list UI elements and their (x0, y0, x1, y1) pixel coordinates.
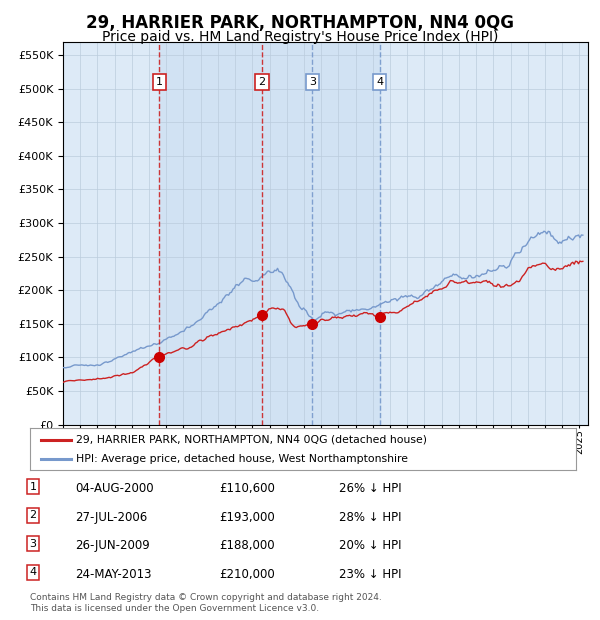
Text: Contains HM Land Registry data © Crown copyright and database right 2024.
This d: Contains HM Land Registry data © Crown c… (30, 593, 382, 613)
Text: 1: 1 (29, 482, 37, 492)
Text: Price paid vs. HM Land Registry's House Price Index (HPI): Price paid vs. HM Land Registry's House … (102, 30, 498, 44)
Bar (159, 42, 380, 425)
Text: £188,000: £188,000 (219, 539, 275, 552)
Text: HPI: Average price, detached house, West Northamptonshire: HPI: Average price, detached house, West… (76, 454, 409, 464)
Text: 29, HARRIER PARK, NORTHAMPTON, NN4 0QG (detached house): 29, HARRIER PARK, NORTHAMPTON, NN4 0QG (… (76, 435, 427, 445)
Text: 26% ↓ HPI: 26% ↓ HPI (339, 482, 401, 495)
Text: 04-AUG-2000: 04-AUG-2000 (75, 482, 154, 495)
Text: £193,000: £193,000 (219, 511, 275, 524)
Text: 4: 4 (376, 77, 383, 87)
Text: 2: 2 (29, 510, 37, 520)
Text: £110,600: £110,600 (219, 482, 275, 495)
Text: £210,000: £210,000 (219, 568, 275, 581)
Text: 2: 2 (259, 77, 266, 87)
Text: 27-JUL-2006: 27-JUL-2006 (75, 511, 147, 524)
Text: 1: 1 (155, 77, 163, 87)
Text: 29, HARRIER PARK, NORTHAMPTON, NN4 0QG: 29, HARRIER PARK, NORTHAMPTON, NN4 0QG (86, 14, 514, 32)
Text: 20% ↓ HPI: 20% ↓ HPI (339, 539, 401, 552)
Text: 4: 4 (29, 567, 37, 577)
Text: 28% ↓ HPI: 28% ↓ HPI (339, 511, 401, 524)
Text: 3: 3 (29, 539, 37, 549)
Text: 3: 3 (309, 77, 316, 87)
Text: 24-MAY-2013: 24-MAY-2013 (75, 568, 151, 581)
Text: 23% ↓ HPI: 23% ↓ HPI (339, 568, 401, 581)
Text: 26-JUN-2009: 26-JUN-2009 (75, 539, 150, 552)
